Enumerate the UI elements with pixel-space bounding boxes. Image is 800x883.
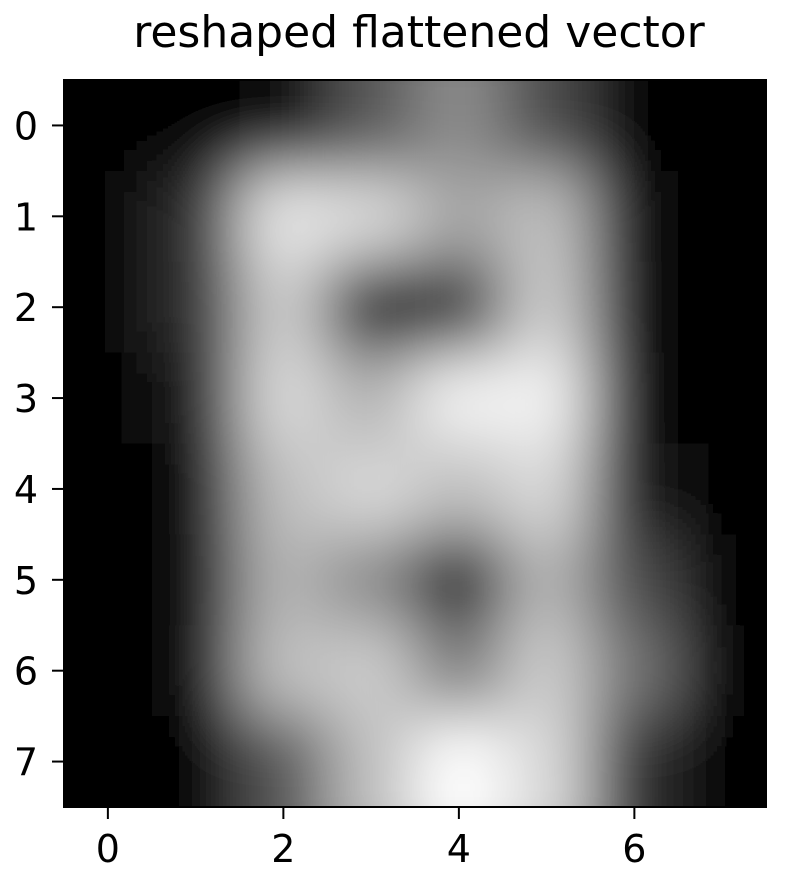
y-tick-label: 5 [14, 559, 38, 603]
heatmap-cell [151, 534, 240, 626]
plot-frame [63, 79, 767, 808]
heatmap-cell [678, 261, 766, 354]
heatmap-cell [415, 716, 504, 807]
heatmap-cell [415, 443, 504, 535]
chart-title: reshaped flattened vector [133, 7, 705, 58]
x-tick-label: 4 [447, 827, 471, 871]
heatmap-cell [415, 534, 504, 626]
heatmap-cell [502, 716, 591, 807]
heatmap-cell [590, 534, 679, 626]
heatmap-cell [64, 716, 153, 807]
heatmap-cell [678, 443, 766, 535]
heatmap-cell [239, 261, 328, 354]
heatmap-cell [239, 352, 328, 444]
heatmap-cell [151, 261, 240, 354]
plot-area [63, 79, 767, 808]
heatmap-cell [327, 261, 416, 354]
heatmap-cell [502, 625, 591, 717]
heatmap-cell [327, 443, 416, 535]
x-axis: 0 2 4 6 [96, 807, 646, 871]
heatmap-cell [64, 352, 153, 444]
heatmap-cell [64, 443, 153, 535]
heatmap-cell [151, 170, 240, 263]
heatmap-cell [590, 261, 679, 354]
heatmap-cell [415, 352, 504, 444]
x-tick-label: 2 [271, 827, 295, 871]
heatmap-cell [64, 170, 153, 263]
heatmap-cell [590, 625, 679, 717]
heatmap-cell [64, 625, 153, 717]
heatmap-cell [151, 625, 240, 717]
heatmap-cell [64, 80, 153, 172]
heatmap-cell [239, 170, 328, 263]
heatmap-cell [327, 534, 416, 626]
heatmap-cell [678, 352, 766, 444]
heatmap-cell [239, 443, 328, 535]
y-tick-label: 1 [14, 195, 38, 239]
y-tick-label: 4 [14, 468, 38, 512]
heatmap-cell [64, 534, 153, 626]
heatmap-cell [590, 443, 679, 535]
y-tick-label: 7 [14, 741, 38, 785]
heatmap-cell [415, 80, 504, 172]
heatmap-cell [678, 534, 766, 626]
heatmap-cell [239, 80, 328, 172]
x-tick-label: 6 [622, 827, 646, 871]
heatmap-cell [502, 443, 591, 535]
heatmap-cell [590, 352, 679, 444]
heatmap-cell [502, 261, 591, 354]
heatmap-cell [678, 716, 766, 807]
heatmap-cell [415, 261, 504, 354]
heatmap-cell [151, 716, 240, 807]
heatmap-cell [239, 534, 328, 626]
heatmap-cell [678, 170, 766, 263]
heatmap-cell [151, 443, 240, 535]
heatmap-cell [239, 716, 328, 807]
y-tick-label: 2 [14, 286, 38, 330]
heatmap-cell [502, 534, 591, 626]
heatmap-cell [502, 80, 591, 172]
heatmap-cell [327, 80, 416, 172]
heatmap-cell [415, 625, 504, 717]
heatmap-cell [590, 170, 679, 263]
heatmap-cell [502, 352, 591, 444]
heatmap-cell [502, 170, 591, 263]
heatmap-cell [678, 625, 766, 717]
heatmap-cell [327, 170, 416, 263]
heatmap-cell [590, 716, 679, 807]
y-tick-label: 6 [14, 650, 38, 694]
heatmap-cell [151, 80, 240, 172]
x-tick-label: 0 [96, 827, 120, 871]
heatmap-cell [327, 352, 416, 444]
y-axis: 0 1 2 3 4 5 6 7 [14, 104, 64, 785]
heatmap-cell [415, 170, 504, 263]
heatmap-cell [327, 716, 416, 807]
heatmap-cell [327, 625, 416, 717]
y-tick-label: 0 [14, 104, 38, 148]
heatmap-cell [590, 80, 679, 172]
heatmap-cell [239, 625, 328, 717]
heatmap-cell [64, 261, 153, 354]
y-tick-label: 3 [14, 377, 38, 421]
heatmap-cell [678, 80, 766, 172]
heatmap-cell [151, 352, 240, 444]
